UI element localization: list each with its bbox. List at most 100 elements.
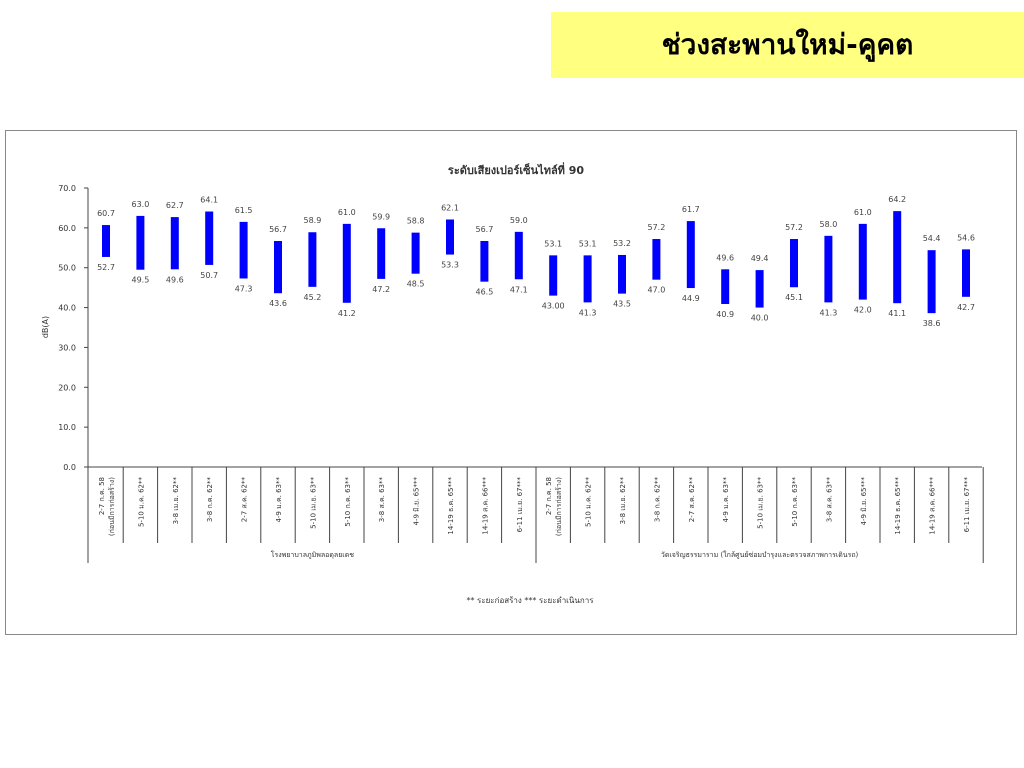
y-tick-label: 50.0 <box>58 264 76 273</box>
low-label: 47.3 <box>235 284 253 293</box>
low-label: 44.9 <box>682 294 700 303</box>
range-bar <box>858 223 867 300</box>
high-label: 64.2 <box>888 195 906 204</box>
category-label: 3-8 เม.ย. 62** <box>619 477 627 525</box>
category-label: 4-9 ม.ค. 63** <box>275 477 283 523</box>
high-label: 62.1 <box>441 203 459 212</box>
category-label: (ก่อนมีการก่อสร้าง) <box>555 477 563 536</box>
range-bar <box>377 228 386 279</box>
low-label: 41.2 <box>338 309 356 318</box>
high-label: 61.0 <box>338 208 356 217</box>
range-bar <box>446 219 454 255</box>
category-label: 5-10 ก.ค. 63** <box>344 477 352 527</box>
low-label: 50.7 <box>200 271 218 280</box>
category-label: 3-8 ส.ค. 63** <box>825 477 833 523</box>
high-label: 53.2 <box>613 239 631 248</box>
range-bar <box>652 239 661 280</box>
low-label: 41.3 <box>819 308 837 317</box>
range-bar <box>686 221 695 289</box>
low-label: 38.6 <box>923 319 941 328</box>
low-label: 47.2 <box>372 285 390 294</box>
high-label: 57.2 <box>647 223 665 232</box>
low-label: 49.6 <box>166 275 184 284</box>
high-label: 61.7 <box>682 205 700 214</box>
group-label: โรงพยาบาลภูมิพลอดุลยเดช <box>271 550 354 559</box>
range-bar <box>239 221 248 279</box>
high-label: 58.9 <box>303 216 321 225</box>
high-label: 62.7 <box>166 201 184 210</box>
range-bar <box>411 232 420 274</box>
range-bar <box>790 239 798 288</box>
category-label: 14-19 ธ.ค. 65*** <box>894 477 902 535</box>
category-label: 5-10 เม.ย. 63** <box>757 477 765 529</box>
high-label: 56.7 <box>269 225 287 234</box>
category-label: 2-7 ก.ค. 58 <box>98 477 106 515</box>
low-label: 41.3 <box>579 308 597 317</box>
low-label: 40.0 <box>751 314 769 323</box>
category-label: 6-11 เม.ย. 67*** <box>516 477 524 533</box>
slide-title: ช่วงสะพานใหม่-คูคต <box>551 12 1024 78</box>
y-axis-label: dB(A) <box>41 316 50 338</box>
low-label: 49.5 <box>131 276 149 285</box>
high-label: 61.0 <box>854 208 872 217</box>
category-label: 2-7 ก.ค. 58 <box>545 477 553 515</box>
category-label: 14-19 ส.ค. 66*** <box>481 477 489 535</box>
range-bar <box>549 255 558 296</box>
footnote: ** ระยะก่อสร้าง *** ระยะดำเนินการ <box>466 596 594 605</box>
range-bar <box>102 225 110 257</box>
range-bar <box>583 255 592 303</box>
category-label: 2-7 ส.ค. 62** <box>688 477 696 523</box>
low-label: 48.5 <box>407 280 425 289</box>
low-label: 43.5 <box>613 300 631 309</box>
high-label: 54.4 <box>923 234 941 243</box>
low-label: 41.1 <box>888 309 906 318</box>
low-label: 43.00 <box>542 302 565 311</box>
high-label: 49.6 <box>716 253 734 262</box>
range-bar <box>755 270 764 308</box>
high-label: 64.1 <box>200 196 218 205</box>
group-label: วัดเจริญธรรมาราม (ใกล้ศูนย์ซ่อมบำรุงและต… <box>661 550 859 559</box>
category-label: 5-10 เม.ย. 63** <box>309 477 317 529</box>
chart-frame <box>5 130 1017 635</box>
low-label: 53.3 <box>441 261 459 270</box>
category-label: 4-9 มิ.ย. 65*** <box>413 477 421 526</box>
low-label: 40.9 <box>716 310 734 319</box>
category-label: 5-10 ก.ค. 63** <box>791 477 799 527</box>
y-tick-label: 40.0 <box>58 304 76 313</box>
low-label: 42.0 <box>854 306 872 315</box>
range-bar <box>480 241 489 282</box>
range-bar <box>274 241 282 294</box>
high-label: 53.1 <box>544 239 562 248</box>
range-bar <box>618 254 626 294</box>
high-label: 54.6 <box>957 233 975 242</box>
category-label: 5-10 ม.ค. 62** <box>137 477 145 527</box>
low-label: 45.2 <box>303 293 321 302</box>
y-tick-label: 20.0 <box>58 383 76 392</box>
y-tick-label: 70.0 <box>58 184 76 193</box>
range-bar <box>927 250 936 314</box>
high-label: 61.5 <box>235 206 253 215</box>
range-bar <box>721 269 730 304</box>
category-label: 4-9 ม.ค. 63** <box>722 477 730 523</box>
y-tick-label: 60.0 <box>58 224 76 233</box>
range-bar <box>962 249 970 297</box>
category-label: 4-9 มิ.ย. 65*** <box>860 477 868 526</box>
y-tick-label: 0.0 <box>63 463 76 472</box>
category-label: 14-19 ธ.ค. 65*** <box>447 477 455 535</box>
range-bar <box>308 232 317 287</box>
high-label: 49.4 <box>751 254 769 263</box>
category-label: 3-8 ส.ค. 63** <box>378 477 386 523</box>
category-label: 3-8 ก.ค. 62** <box>653 477 661 523</box>
high-label: 57.2 <box>785 223 803 232</box>
high-label: 53.1 <box>579 239 597 248</box>
low-label: 43.6 <box>269 299 287 308</box>
low-label: 42.7 <box>957 303 975 312</box>
category-label: 2-7 ส.ค. 62** <box>241 477 249 523</box>
low-label: 52.7 <box>97 263 115 272</box>
range-bar <box>170 217 179 270</box>
range-bar <box>136 215 145 270</box>
range-bar <box>893 211 902 304</box>
category-label: (ก่อนมีการก่อสร้าง) <box>108 477 116 536</box>
high-label: 58.0 <box>819 220 837 229</box>
